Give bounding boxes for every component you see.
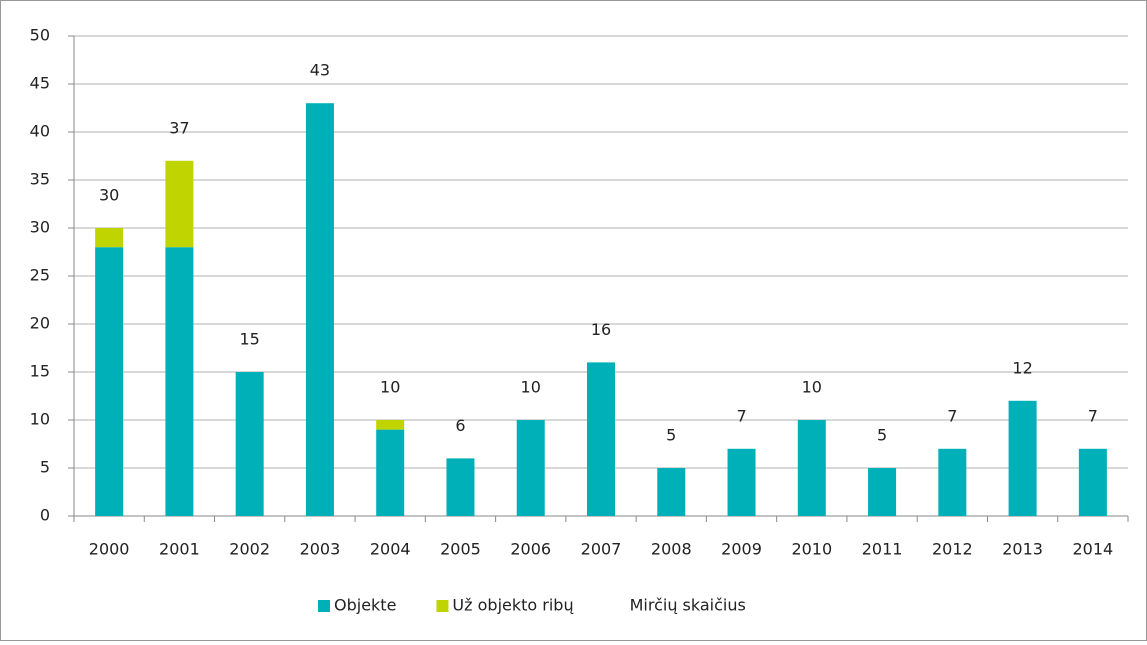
- legend-label: Mirčių skaičius: [630, 596, 746, 615]
- x-tick-label: 2014: [1073, 540, 1114, 559]
- y-tick-label: 15: [30, 362, 50, 381]
- bar-segment: [235, 372, 264, 516]
- data-label: 43: [310, 61, 330, 80]
- bar-segment: [165, 247, 194, 516]
- x-tick-label: 2003: [300, 540, 341, 559]
- bar-segment: [305, 103, 334, 516]
- bar-segment: [165, 160, 194, 248]
- y-tick-label: 35: [30, 170, 50, 189]
- bar-segment: [797, 420, 826, 516]
- x-tick-label: 2005: [440, 540, 481, 559]
- data-label: 5: [666, 426, 676, 445]
- x-tick-label: 2011: [862, 540, 903, 559]
- x-tick-label: 2002: [229, 540, 270, 559]
- x-tick-label: 2012: [932, 540, 973, 559]
- bar-segment: [516, 420, 545, 516]
- legend-swatch: [436, 600, 449, 612]
- data-label: 7: [947, 406, 957, 425]
- y-tick-label: 25: [30, 266, 50, 285]
- data-label: 10: [380, 378, 400, 397]
- data-label: 7: [736, 406, 746, 425]
- y-tick-label: 50: [30, 26, 50, 45]
- x-tick-label: 2013: [1002, 540, 1043, 559]
- x-tick-label: 2009: [721, 540, 762, 559]
- x-tick-label: 2006: [510, 540, 551, 559]
- y-tick-label: 10: [30, 410, 50, 429]
- bar-segment: [938, 448, 967, 516]
- bar-segment: [587, 362, 615, 516]
- data-label: 7: [1088, 406, 1098, 425]
- legend-label: Už objekto ribų: [452, 596, 573, 615]
- x-tick-label: 2001: [159, 540, 200, 559]
- bar-segment: [657, 468, 686, 516]
- legend-label: Objekte: [334, 596, 396, 615]
- y-tick-label: 5: [40, 458, 50, 477]
- y-tick-label: 30: [30, 218, 50, 237]
- y-tick-label: 40: [30, 122, 50, 141]
- x-tick-label: 2010: [791, 540, 832, 559]
- x-tick-label: 2008: [651, 540, 692, 559]
- data-label: 5: [877, 426, 887, 445]
- legend-swatch: [318, 600, 330, 612]
- data-label: 30: [99, 186, 119, 205]
- y-tick-label: 0: [40, 506, 50, 525]
- bar-segment: [95, 247, 124, 516]
- bar-segment: [868, 468, 897, 516]
- bar-segment: [446, 458, 475, 516]
- data-label: 10: [521, 378, 541, 397]
- data-label: 37: [169, 118, 189, 137]
- y-tick-label: 45: [30, 74, 50, 93]
- x-tick-label: 2000: [89, 540, 130, 559]
- x-tick-label: 2004: [370, 540, 411, 559]
- data-label: 10: [802, 378, 822, 397]
- bar-segment: [376, 420, 405, 430]
- data-label: 12: [1012, 358, 1032, 377]
- bar-segment: [376, 429, 405, 516]
- x-tick-label: 2007: [581, 540, 622, 559]
- bar-segment: [727, 448, 756, 516]
- data-label: 16: [591, 320, 611, 339]
- y-tick-label: 20: [30, 314, 50, 333]
- bar-segment: [95, 228, 124, 248]
- data-label: 6: [455, 416, 465, 435]
- bar-segment: [1008, 400, 1037, 516]
- data-label: 15: [239, 330, 259, 349]
- bar-segment: [1078, 448, 1107, 516]
